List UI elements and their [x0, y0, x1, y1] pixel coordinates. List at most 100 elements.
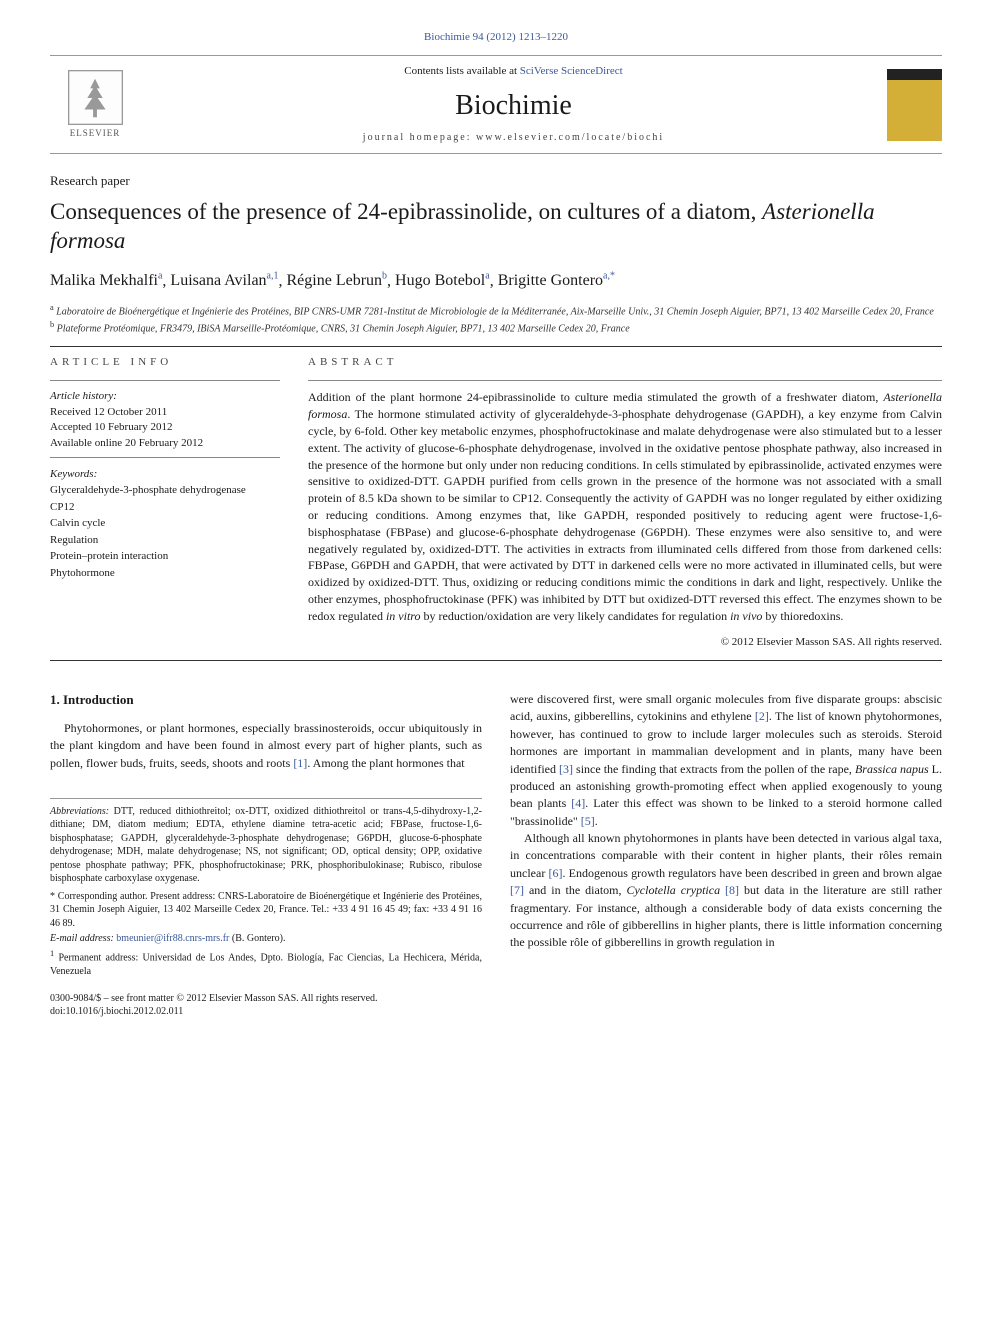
affil-text: Laboratoire de Bioénergétique et Ingénie…	[56, 307, 934, 318]
author-name: Hugo Botebol	[395, 272, 485, 289]
contents-prefix: Contents lists available at	[404, 65, 519, 77]
contents-available: Contents lists available at SciVerse Sci…	[140, 64, 887, 79]
elsevier-logo[interactable]: ELSEVIER	[50, 70, 140, 140]
citation-link[interactable]: [6]	[548, 866, 562, 880]
intro-heading: 1. Introduction	[50, 691, 482, 710]
article-history: Article history: Received 12 October 201…	[50, 389, 280, 451]
article-info-column: ARTICLE INFO Article history: Received 1…	[50, 355, 280, 650]
abbrev-label: Abbreviations:	[50, 806, 109, 817]
author-name: Brigitte Gontero	[498, 272, 603, 289]
received-date: Received 12 October 2011	[50, 405, 280, 420]
email-footnote: E-mail address: bmeunier@ifr88.cnrs-mrs.…	[50, 932, 482, 946]
accepted-date: Accepted 10 February 2012	[50, 420, 280, 435]
body-left-column: 1. Introduction Phytohormones, or plant …	[50, 691, 482, 1018]
info-abstract-row: ARTICLE INFO Article history: Received 1…	[50, 355, 942, 650]
keyword: Glyceraldehyde-3-phosphate dehydrogenase	[50, 482, 280, 499]
abstract-heading: ABSTRACT	[308, 355, 942, 370]
abstract-italic: in vivo	[730, 609, 762, 623]
text: and in the diatom,	[524, 883, 626, 897]
email-label: E-mail address:	[50, 933, 114, 944]
abstract-part: by thioredoxins.	[762, 609, 843, 623]
divider	[50, 457, 280, 458]
divider	[50, 346, 942, 347]
citation-link[interactable]: [7]	[510, 883, 524, 897]
email-who: (B. Gontero).	[229, 933, 285, 944]
author: Brigitte Gonteroa,*	[498, 272, 615, 289]
affiliation-a: a Laboratoire de Bioénergétique et Ingén…	[50, 302, 942, 319]
author: Hugo Botebola	[395, 272, 490, 289]
abstract-part: . The hormone stimulated activity of gly…	[308, 407, 942, 623]
keyword: Calvin cycle	[50, 515, 280, 532]
abstract-part: by reduction/oxidation are very likely c…	[421, 609, 731, 623]
abbrev-text: DTT, reduced dithiothreitol; ox-DTT, oxi…	[50, 806, 482, 885]
citation-link[interactable]: [1]	[293, 756, 307, 770]
affiliation-b: b Plateforme Protéomique, FR3479, IBiSA …	[50, 319, 942, 336]
article-info-heading: ARTICLE INFO	[50, 355, 280, 370]
author-sup: a	[158, 271, 162, 282]
keywords-block: Keywords: Glyceraldehyde-3-phosphate deh…	[50, 466, 280, 582]
abstract-italic: in vitro	[386, 609, 421, 623]
abstract-text: Addition of the plant hormone 24-epibras…	[308, 389, 942, 624]
abbreviations-footnote: Abbreviations: DTT, reduced dithiothreit…	[50, 805, 482, 886]
elsevier-label: ELSEVIER	[70, 127, 121, 140]
citation-link[interactable]: [8]	[725, 883, 739, 897]
author: Luisana Avilana,1	[170, 272, 278, 289]
text: .	[595, 814, 598, 828]
paper-type: Research paper	[50, 172, 942, 190]
author-sup: b	[382, 271, 387, 282]
body-paragraph: were discovered first, were small organi…	[510, 691, 942, 830]
author-sup: a,*	[603, 271, 615, 282]
author: Régine Lebrunb	[287, 272, 388, 289]
permanent-address-footnote: 1 Permanent address: Universidad de Los …	[50, 948, 482, 978]
body-right-column: were discovered first, were small organi…	[510, 691, 942, 1018]
abstract-column: ABSTRACT Addition of the plant hormone 2…	[308, 355, 942, 650]
text: . Endogenous growth regulators have been…	[562, 866, 942, 880]
author-name: Régine Lebrun	[287, 272, 383, 289]
perm-text: Permanent address: Universidad de Los An…	[50, 952, 482, 977]
keyword: Regulation	[50, 532, 280, 549]
citation-link[interactable]: [3]	[559, 762, 573, 776]
divider	[308, 380, 942, 381]
abstract-part: Addition of the plant hormone 24-epibras…	[308, 390, 883, 404]
corresponding-author-footnote: * Corresponding author. Present address:…	[50, 890, 482, 931]
species-italic: Cyclotella cryptica	[626, 883, 720, 897]
keyword: Phytohormone	[50, 565, 280, 582]
divider	[50, 660, 942, 661]
email-link[interactable]: bmeunier@ifr88.cnrs-mrs.fr	[114, 933, 230, 944]
journal-title: Biochimie	[140, 86, 887, 125]
author-sup: a	[485, 271, 489, 282]
scidirect-link[interactable]: SciVerse ScienceDirect	[520, 65, 623, 77]
elsevier-tree-icon	[68, 70, 123, 125]
journal-cover-thumbnail	[887, 69, 942, 141]
intro-paragraph: Phytohormones, or plant hormones, especi…	[50, 720, 482, 772]
text: . Among the plant hormones that	[307, 756, 464, 770]
author-sup: a,1	[267, 271, 279, 282]
history-label: Article history:	[50, 389, 280, 404]
citation-link[interactable]: [2]	[755, 709, 769, 723]
title-main: Consequences of the presence of 24-epibr…	[50, 199, 762, 224]
paper-title: Consequences of the presence of 24-epibr…	[50, 198, 942, 256]
keywords-label: Keywords:	[50, 466, 280, 483]
body-paragraph: Although all known phytohormones in plan…	[510, 830, 942, 952]
keyword: CP12	[50, 499, 280, 516]
journal-reference: Biochimie 94 (2012) 1213–1220	[50, 30, 942, 45]
author: Malika Mekhalfia	[50, 272, 162, 289]
body-columns: 1. Introduction Phytohormones, or plant …	[50, 691, 942, 1018]
keyword: Protein–protein interaction	[50, 548, 280, 565]
top-banner: ELSEVIER Contents lists available at Sci…	[50, 55, 942, 154]
doi-section: 0300-9084/$ – see front matter © 2012 El…	[50, 992, 482, 1018]
author-name: Luisana Avilan	[170, 272, 266, 289]
journal-homepage[interactable]: journal homepage: www.elsevier.com/locat…	[140, 131, 887, 145]
footnote-section: Abbreviations: DTT, reduced dithiothreit…	[50, 798, 482, 978]
banner-center: Contents lists available at SciVerse Sci…	[140, 64, 887, 145]
author-name: Malika Mekhalfi	[50, 272, 158, 289]
doi-line: doi:10.1016/j.biochi.2012.02.011	[50, 1005, 482, 1018]
divider	[50, 380, 280, 381]
citation-link[interactable]: [4]	[571, 796, 585, 810]
citation-link[interactable]: [5]	[581, 814, 595, 828]
abstract-copyright: © 2012 Elsevier Masson SAS. All rights r…	[308, 635, 942, 650]
affil-text: Plateforme Protéomique, FR3479, IBiSA Ma…	[57, 324, 630, 335]
affiliations: a Laboratoire de Bioénergétique et Ingén…	[50, 302, 942, 336]
issn-line: 0300-9084/$ – see front matter © 2012 El…	[50, 992, 482, 1005]
online-date: Available online 20 February 2012	[50, 436, 280, 451]
